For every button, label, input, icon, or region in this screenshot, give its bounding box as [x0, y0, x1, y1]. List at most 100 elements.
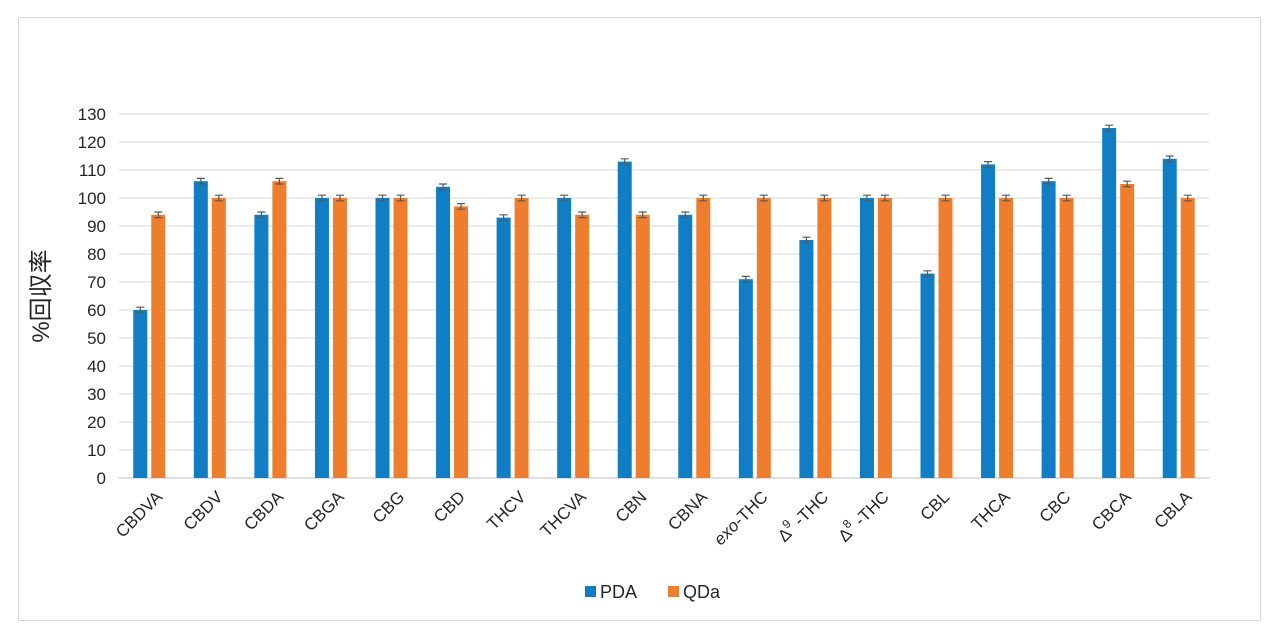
bar-pda-11: [738, 279, 753, 478]
error-bar: [517, 194, 526, 202]
bar-qda-15: [999, 198, 1014, 478]
y-tick-label: 0: [97, 469, 106, 488]
x-tick-label: CBNA: [664, 487, 711, 534]
bar-qda-17: [1120, 184, 1135, 478]
y-tick-label: 80: [87, 245, 106, 264]
x-tick-label: Δ9 -THC: [771, 485, 832, 546]
bar-pda-6: [436, 186, 451, 479]
y-tick-label: 30: [87, 385, 106, 404]
error-bar: [1165, 155, 1174, 163]
bar-qda-14: [938, 198, 953, 478]
grid-layer: [119, 113, 1209, 479]
error-bar: [681, 211, 690, 219]
x-tick-label: exo-THC: [710, 487, 772, 549]
error-bar: [1044, 177, 1053, 185]
x-tick-label: CBG: [369, 487, 408, 526]
legend-label-qda: QDa: [683, 582, 721, 602]
error-bar: [984, 161, 993, 168]
bar-qda-10: [696, 198, 711, 478]
error-bar: [741, 275, 750, 283]
bar-qda-12: [817, 198, 832, 478]
error-bar: [560, 194, 569, 202]
error-bar: [880, 194, 889, 202]
error-bar: [396, 194, 405, 202]
error-bar: [214, 194, 223, 202]
x-tick-label: Δ8 -THC: [832, 485, 893, 546]
error-bars: [136, 124, 1192, 314]
y-tick-label: 120: [78, 133, 106, 152]
x-tick-label: CBGA: [300, 487, 348, 535]
error-bar: [1183, 194, 1192, 202]
error-bar: [154, 211, 163, 219]
bar-qda-11: [756, 198, 771, 478]
x-tick-label: THCVA: [537, 487, 591, 541]
bar-qda-6: [454, 206, 469, 478]
y-tick-label: 100: [78, 189, 106, 208]
bar-pda-9: [617, 161, 632, 478]
error-bar: [923, 270, 932, 277]
bar-pda-7: [496, 217, 511, 478]
error-bar: [378, 194, 387, 202]
legend-label-pda: PDA: [600, 582, 637, 602]
bar-pda-2: [193, 181, 208, 478]
bar-qda-2: [211, 198, 226, 478]
y-tick-label: 90: [87, 217, 106, 236]
error-bar: [439, 183, 448, 191]
chart-frame: 0 10 20 30 40 50 60 70 80 90 100 110 120 130 CBDVA CBD…: [18, 17, 1261, 621]
bar-qda-18: [1180, 198, 1195, 478]
error-bar: [457, 203, 466, 210]
error-bar: [257, 211, 266, 219]
bar-pda-18: [1162, 158, 1177, 479]
error-bar: [638, 211, 647, 219]
error-bar: [699, 194, 708, 202]
error-bar: [1123, 180, 1132, 188]
bar-pda-17: [1102, 128, 1117, 478]
bar-pda-1: [133, 310, 148, 478]
bar-pda-3: [254, 214, 269, 479]
error-bar: [862, 194, 871, 202]
bar-qda-9: [635, 214, 650, 479]
bar-qda-5: [393, 198, 408, 478]
x-tick-label: CBL: [917, 487, 954, 524]
x-tick-label: CBC: [1036, 487, 1075, 526]
x-tick-label: CBDVA: [112, 487, 166, 541]
x-tick-label: CBLA: [1151, 487, 1196, 532]
bar-pda-8: [557, 198, 572, 478]
legend-swatch-pda: [585, 586, 596, 597]
error-bar: [335, 194, 344, 202]
bar-pda-10: [678, 214, 693, 479]
bar-qda-8: [575, 214, 590, 479]
error-bar: [620, 158, 629, 165]
bars: [133, 128, 1195, 479]
y-axis-ticks: 0 10 20 30 40 50 60 70 80 90 100 110 120 130: [78, 105, 106, 488]
error-bar: [820, 194, 829, 202]
bar-qda-13: [877, 198, 892, 478]
bar-pda-15: [981, 164, 996, 478]
bar-pda-12: [799, 240, 814, 478]
x-tick-label: THCV: [483, 487, 530, 534]
error-bar: [275, 177, 284, 185]
error-bar: [196, 177, 205, 185]
error-bar: [802, 236, 811, 244]
x-tick-label: CBDA: [240, 487, 287, 534]
error-bar: [578, 211, 587, 219]
error-bar: [317, 194, 326, 202]
error-bar: [136, 306, 145, 314]
y-tick-label: 110: [79, 161, 106, 180]
bar-pda-16: [1041, 181, 1056, 478]
bar-pda-13: [859, 198, 874, 478]
y-tick-label: 20: [87, 413, 106, 432]
bar-qda-4: [332, 198, 347, 478]
error-bar: [499, 214, 508, 221]
y-tick-label: 60: [87, 301, 106, 320]
y-tick-label: 40: [87, 357, 106, 376]
legend: PDA QDa: [585, 582, 721, 602]
bar-qda-7: [514, 198, 529, 478]
bar-pda-4: [314, 198, 329, 478]
y-tick-label: 130: [78, 105, 106, 124]
error-bar: [1062, 194, 1071, 202]
bar-pda-14: [920, 273, 935, 478]
bar-qda-1: [151, 214, 166, 479]
x-axis-ticks: CBDVA CBDV CBDA CBGA CBG CBD THCV THCVA CBN CBNA e…: [112, 485, 1196, 549]
